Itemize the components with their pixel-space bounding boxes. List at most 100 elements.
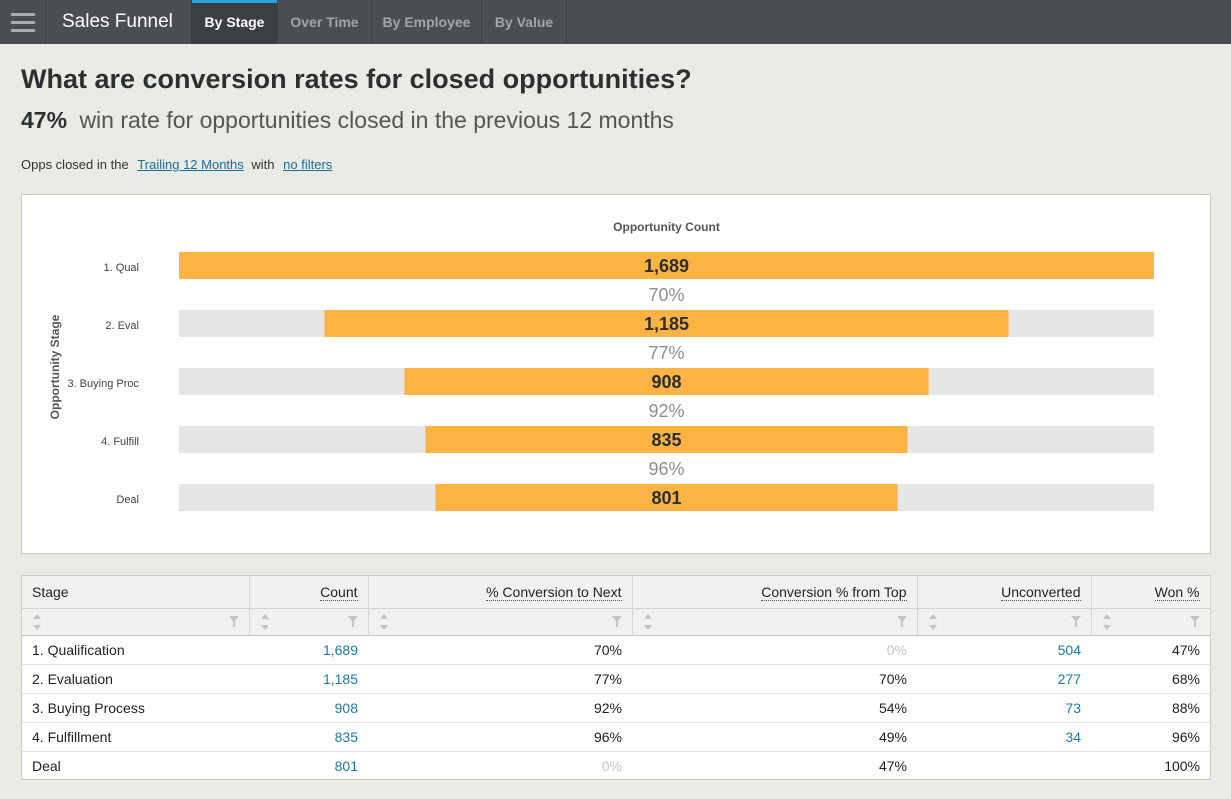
stage-tick-label: 4. Fulfill [101, 436, 139, 448]
top-nav-bar: Sales Funnel By Stage Over Time By Emplo… [0, 0, 1231, 44]
cell-conversion-next: 0% [368, 750, 632, 780]
funnel-bar [324, 310, 1009, 337]
cell-unconverted-link[interactable]: 34 [917, 721, 1091, 751]
bar-value-label: 1,689 [644, 256, 689, 276]
funnel-bar [425, 426, 908, 453]
column-header-conversion-next[interactable]: % Conversion to Next [368, 576, 633, 608]
filter-cell-conversion-top [632, 607, 918, 636]
cell-conversion-top: 54% [632, 692, 917, 722]
filter-icon[interactable] [1189, 615, 1200, 628]
cell-conversion-next: 92% [368, 692, 632, 722]
sort-icon[interactable] [260, 613, 270, 632]
cell-conversion-top: 47% [632, 750, 917, 780]
cell-won: 68% [1091, 663, 1210, 693]
chart-title: Opportunity Count [613, 220, 720, 234]
conversion-label: 92% [648, 401, 684, 421]
column-header-stage[interactable]: Stage [22, 576, 250, 608]
funnel-bar [404, 368, 929, 395]
cell-won: 47% [1091, 634, 1210, 664]
stage-tick-label: Deal [116, 494, 139, 506]
menu-icon[interactable] [0, 0, 46, 44]
tab-over-time[interactable]: Over Time [278, 0, 372, 44]
filter-middle: with [251, 157, 275, 172]
cell-conversion-top: 70% [632, 663, 917, 693]
column-header-conversion-top[interactable]: Conversion % from Top [632, 576, 918, 608]
cell-conversion-top: 0% [632, 634, 917, 664]
stage-table-panel: Stage Count % Conversion to Next Convers… [21, 575, 1211, 780]
sort-icon[interactable] [1102, 613, 1112, 632]
filter-cell-count [249, 607, 369, 636]
sort-icon[interactable] [643, 613, 653, 632]
bar-value-label: 801 [651, 488, 681, 508]
filter-icon[interactable] [228, 615, 239, 628]
period-filter-link[interactable]: Trailing 12 Months [137, 157, 244, 172]
tab-by-employee[interactable]: By Employee [372, 0, 482, 44]
funnel-bar [179, 252, 1154, 279]
conversion-label: 96% [648, 459, 684, 479]
column-header-count[interactable]: Count [249, 576, 369, 608]
filter-cell-won [1091, 607, 1211, 636]
column-header-unconverted[interactable]: Unconverted [917, 576, 1092, 608]
sort-icon[interactable] [32, 613, 42, 632]
bar-value-label: 1,185 [644, 314, 689, 334]
funnel-chart: Opportunity Count Opportunity Stage 1,689 1… [48, 220, 1154, 511]
table-row: 3. Buying Process 908 92% 54% 73 88% [22, 692, 1210, 722]
bar-value-label: 835 [651, 430, 681, 450]
cell-won: 100% [1091, 750, 1210, 780]
cell-count-link[interactable]: 908 [249, 692, 368, 722]
table-row: 2. Evaluation 1,185 77% 70% 277 68% [22, 663, 1210, 693]
table-row: 1. Qualification 1,689 70% 0% 504 47% [22, 634, 1210, 664]
filter-prefix: Opps closed in the [21, 157, 129, 172]
conversion-label: 77% [648, 343, 684, 363]
filter-cell-unconverted [917, 607, 1092, 636]
filter-icon[interactable] [896, 615, 907, 628]
cell-count-link[interactable]: 835 [249, 721, 368, 751]
win-rate-summary: 47% win rate for opportunities closed in… [21, 107, 674, 134]
column-header-won[interactable]: Won % [1091, 576, 1211, 608]
app-title: Sales Funnel [46, 0, 192, 44]
stage-table: Stage Count % Conversion to Next Convers… [22, 576, 1211, 780]
cell-conversion-next: 70% [368, 634, 632, 664]
cell-unconverted-link[interactable]: 504 [917, 634, 1091, 664]
stage-tick-label: 2. Eval [105, 320, 139, 332]
filter-cell-conversion-next [368, 607, 633, 636]
page-title: What are conversion rates for closed opp… [21, 64, 692, 94]
cell-conversion-top: 49% [632, 721, 917, 751]
cell-stage: 3. Buying Process [22, 692, 249, 722]
y-axis-label: Opportunity Stage [48, 314, 62, 419]
filter-cell-stage [22, 607, 250, 636]
win-rate-value: 47% [21, 107, 68, 133]
cell-stage: Deal [22, 750, 249, 780]
filter-line: Opps closed in the Trailing 12 Months wi… [21, 157, 336, 172]
cell-count-link[interactable]: 1,185 [249, 663, 368, 693]
tab-by-value[interactable]: By Value [482, 0, 567, 44]
sort-icon[interactable] [379, 613, 389, 632]
filter-icon[interactable] [1070, 615, 1081, 628]
funnel-chart-panel: Opportunity Count Opportunity Stage 1,689 1… [21, 194, 1211, 554]
cell-unconverted-link[interactable] [917, 750, 1091, 780]
cell-stage: 4. Fulfillment [22, 721, 249, 751]
cell-unconverted-link[interactable]: 73 [917, 692, 1091, 722]
filter-icon[interactable] [611, 615, 622, 628]
table-row: Deal 801 0% 47% 100% [22, 750, 1210, 780]
cell-unconverted-link[interactable]: 277 [917, 663, 1091, 693]
cell-count-link[interactable]: 1,689 [249, 634, 368, 664]
cell-conversion-next: 96% [368, 721, 632, 751]
cell-conversion-next: 77% [368, 663, 632, 693]
table-row: 4. Fulfillment 835 96% 49% 34 96% [22, 721, 1210, 751]
cell-count-link[interactable]: 801 [249, 750, 368, 780]
bar-value-label: 908 [651, 372, 681, 392]
sort-icon[interactable] [928, 613, 938, 632]
cell-stage: 2. Evaluation [22, 663, 249, 693]
stage-tick-label: 1. Qual [104, 262, 139, 274]
cell-won: 88% [1091, 692, 1210, 722]
stage-tick-label: 3. Buying Proc [67, 378, 139, 390]
cell-won: 96% [1091, 721, 1210, 751]
funnel-bar [435, 484, 898, 511]
conversion-label: 70% [648, 285, 684, 305]
tab-by-stage[interactable]: By Stage [192, 0, 278, 44]
filter-icon[interactable] [347, 615, 358, 628]
win-rate-text: win rate for opportunities closed in the… [79, 107, 674, 133]
filters-link[interactable]: no filters [283, 157, 333, 172]
cell-stage: 1. Qualification [22, 634, 249, 664]
